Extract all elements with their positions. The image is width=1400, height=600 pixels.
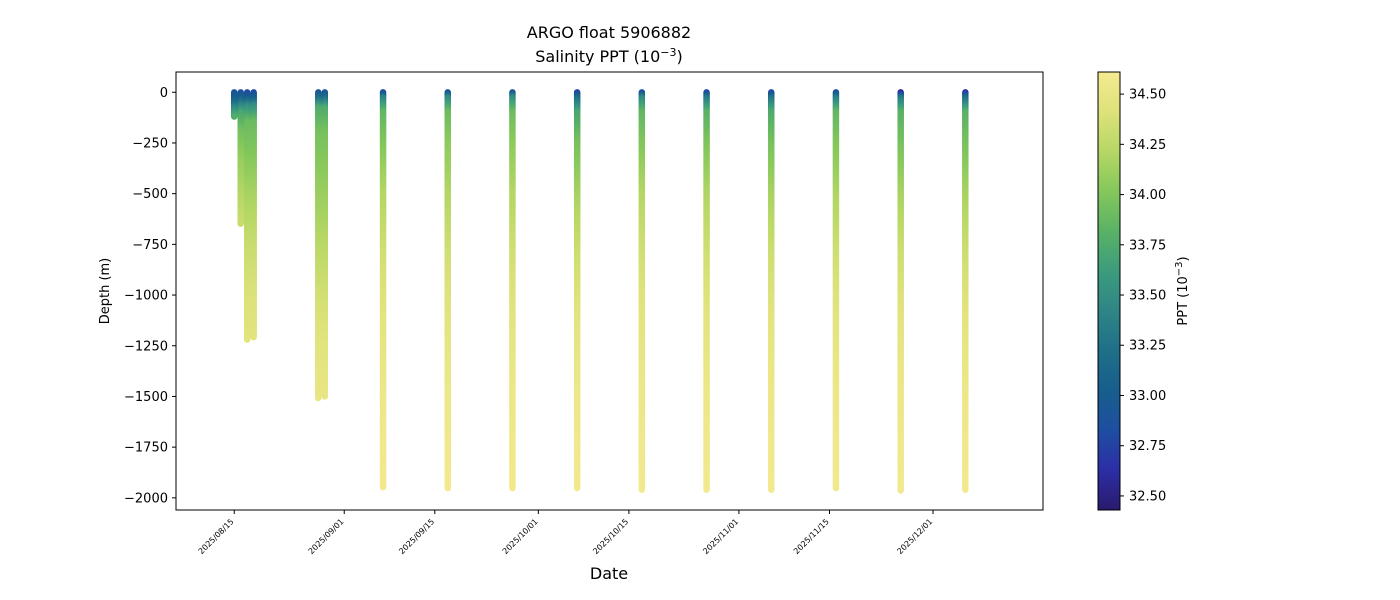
profile-2 xyxy=(243,89,251,343)
profiles-layer xyxy=(231,89,969,494)
salinity-point xyxy=(573,484,581,492)
salinity-point xyxy=(315,394,322,402)
salinity-point xyxy=(250,334,257,341)
profile-8 xyxy=(509,89,516,492)
salinity-point xyxy=(243,336,251,343)
salinity-point xyxy=(321,393,329,400)
profile-1 xyxy=(237,89,244,227)
profile-7 xyxy=(444,89,451,492)
profile-4 xyxy=(315,89,322,402)
salinity-point xyxy=(638,486,646,493)
salinity-point xyxy=(703,486,710,493)
profile-10 xyxy=(638,89,646,493)
chart-title: ARGO float 5906882 xyxy=(527,23,691,42)
profile-0 xyxy=(231,89,238,120)
salinity-point xyxy=(444,484,451,492)
salinity-point xyxy=(231,113,238,120)
salinity-point xyxy=(237,220,244,227)
profile-9 xyxy=(573,89,581,492)
salinity-point xyxy=(509,484,516,492)
chart-subtitle: Salinity PPT (10−3) xyxy=(535,46,683,66)
profile-3 xyxy=(250,89,257,341)
profile-6 xyxy=(379,89,387,491)
profile-11 xyxy=(703,89,710,493)
profile-5 xyxy=(321,89,329,400)
salinity-point xyxy=(379,484,387,491)
profile-12 xyxy=(768,89,775,493)
